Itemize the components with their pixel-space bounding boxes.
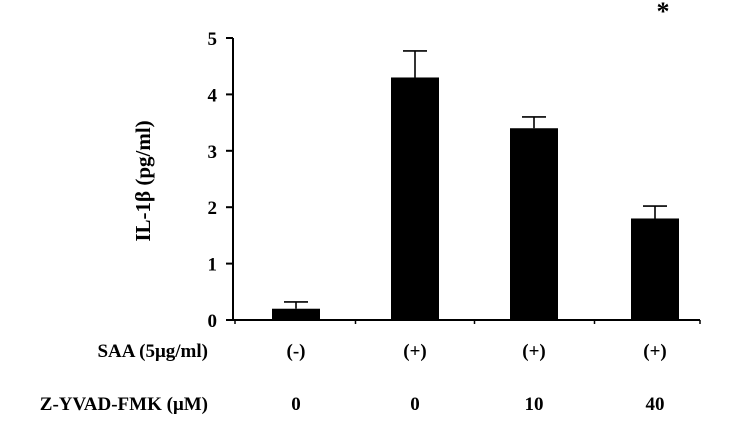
bars-group — [272, 50, 679, 320]
bar — [272, 308, 320, 320]
treatment-value: (+) — [643, 341, 666, 362]
y-tick-label: 5 — [208, 29, 218, 50]
treatment-value: 0 — [291, 394, 301, 415]
significance-star: * — [657, 0, 670, 26]
treatment-value: (+) — [522, 341, 545, 362]
treatment-row-label: Z-YVAD-FMK (μM) — [40, 394, 208, 415]
bar — [391, 77, 439, 320]
y-tick-label: 2 — [208, 198, 218, 219]
bar — [510, 128, 558, 320]
treatment-value: (+) — [403, 341, 426, 362]
y-tick-label: 4 — [208, 85, 218, 106]
y-tick-label: 1 — [208, 255, 218, 276]
treatment-row-label: SAA (5μg/ml) — [97, 341, 208, 362]
y-tick-label: 3 — [208, 142, 218, 163]
treatment-value: (-) — [287, 341, 306, 362]
labels-group: * SAA (5μg/ml) (-) (+) (+) (+) Z-YVAD-FMK (μM)… — [40, 0, 670, 415]
treatment-value: 40 — [646, 394, 665, 415]
treatment-value: 10 — [525, 394, 544, 415]
bar — [631, 218, 679, 320]
y-tick-label: 0 — [208, 311, 218, 332]
y-axis-label: IL-1β (pg/ml) — [131, 120, 155, 241]
treatment-value: 0 — [410, 394, 420, 415]
